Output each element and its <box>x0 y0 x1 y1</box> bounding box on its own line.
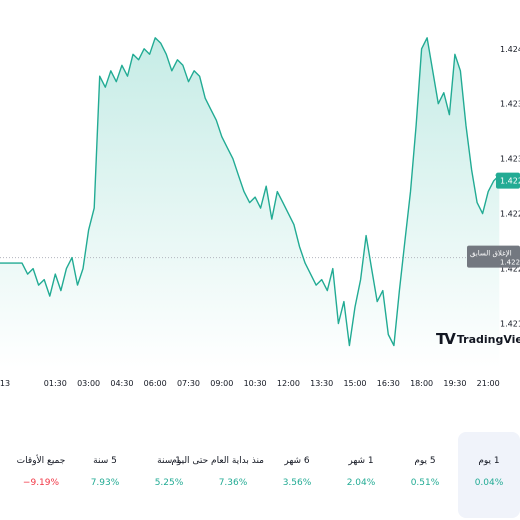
x-tick-label: 07:30 <box>177 379 200 388</box>
x-tick-label: 10:30 <box>244 379 267 388</box>
period-label: 5 يوم <box>414 456 436 466</box>
tradingview-mark-icon: TV <box>436 330 456 348</box>
period-change-value: 7.36% <box>218 478 248 488</box>
period-1-day[interactable]: 1 يوم 0.04% <box>458 432 520 518</box>
x-tick-label: 03:00 <box>77 379 100 388</box>
period-change-value: 0.04% <box>474 478 504 488</box>
x-tick-label: 04:30 <box>110 379 133 388</box>
previous-close-label: الإغلاق السابق <box>470 250 512 258</box>
x-tick-label: 21:00 <box>477 379 500 388</box>
period-1-year[interactable]: 1 سنة 5.25% <box>138 432 200 518</box>
period-year-to-date[interactable]: منذ بداية العام حتى اليوم 7.36% <box>171 432 264 518</box>
x-tick-label: 06:00 <box>144 379 167 388</box>
y-tick-label: 1.42150 <box>500 320 520 329</box>
period-change-value: 3.56% <box>282 478 312 488</box>
x-tick-label: 13:30 <box>310 379 333 388</box>
price-chart-svg[interactable]: 1.42400 1.42350 1.42300 1.42250 1.42200 1.421… <box>0 0 520 395</box>
period-all-time[interactable]: جميع الأوقات −9.19% <box>10 432 72 518</box>
tradingview-logo[interactable]: TV TradingView <box>436 330 520 348</box>
period-label: 5 سنة <box>93 456 117 466</box>
period-6-month[interactable]: 6 شهر 3.56% <box>266 432 328 518</box>
x-tick-label: 12:00 <box>277 379 300 388</box>
y-tick-label: 1.42200 <box>500 265 520 274</box>
x-tick-label: 09:00 <box>210 379 233 388</box>
period-5-year[interactable]: 5 سنة 7.93% <box>74 432 136 518</box>
y-tick-label: 1.42300 <box>500 155 520 164</box>
x-tick-label: 15:00 <box>343 379 366 388</box>
period-change-value: 5.25% <box>154 478 184 488</box>
period-change-value: 7.93% <box>90 478 120 488</box>
period-label: 6 شهر <box>284 456 310 466</box>
x-tick-label: 16:30 <box>377 379 400 388</box>
period-5-day[interactable]: 5 يوم 0.51% <box>394 432 456 518</box>
period-label: 1 سنة <box>157 456 181 466</box>
period-label: 1 يوم <box>478 456 500 466</box>
x-tick-label: 18:00 <box>410 379 433 388</box>
x-tick-label: 01:30 <box>44 379 67 388</box>
y-tick-label: 1.42250 <box>500 210 520 219</box>
previous-close-value: 1.42210 <box>500 259 520 267</box>
period-1-month[interactable]: 1 شهر 2.04% <box>330 432 392 518</box>
last-price-badge <box>496 172 520 189</box>
y-tick-label: 1.42400 <box>500 45 520 54</box>
period-label: 1 شهر <box>348 456 374 466</box>
tradingview-wordmark: TradingView <box>456 332 520 346</box>
last-price-label: 1.42280 <box>500 177 520 186</box>
period-change-value: 2.04% <box>346 478 376 488</box>
x-tick-label: 19:30 <box>443 379 466 388</box>
period-change-value: 0.51% <box>410 478 440 488</box>
price-chart[interactable]: 1.42400 1.42350 1.42300 1.42250 1.42200 1.421… <box>0 0 520 395</box>
previous-close-badge <box>467 245 520 268</box>
y-tick-label: 1.42350 <box>500 100 520 109</box>
x-tick-label: 13 <box>0 379 10 388</box>
period-performance-row: 1 يوم 0.04% 5 يوم 0.51% 1 شهر 2.04% 6 شه… <box>6 432 520 518</box>
period-label: منذ بداية العام حتى اليوم <box>171 456 264 466</box>
period-change-value: −9.19% <box>22 478 60 488</box>
period-label: جميع الأوقات <box>16 456 66 466</box>
price-series-line <box>0 37 500 347</box>
